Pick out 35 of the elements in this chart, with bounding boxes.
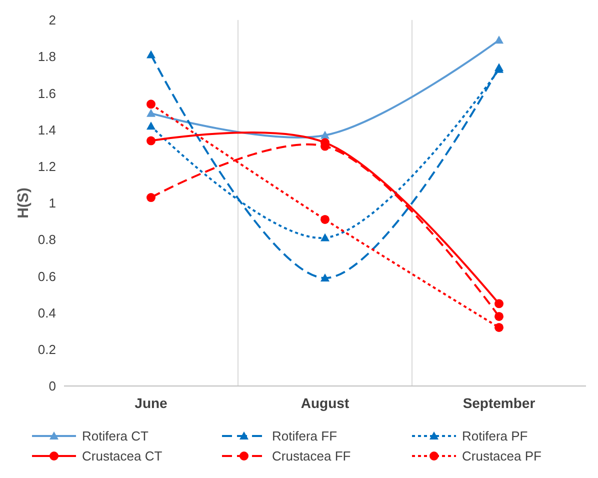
y-tick-label: 0.2 [38,342,56,357]
y-tick-label: 2 [48,12,56,28]
point [320,274,330,282]
point [320,130,330,139]
point [146,193,156,202]
point [494,36,504,44]
point [146,100,156,109]
x-tick-label: August [300,395,350,411]
y-tick-label: 1.8 [38,49,56,64]
legend-label: Crustacea CT [82,448,162,464]
y-tick-label: 1.4 [38,122,56,138]
legend-label: Rotifera PF [462,428,528,444]
legend-label: Crustacea PF [462,448,542,464]
y-tick-label: 1.6 [38,86,56,101]
point [146,50,156,58]
y-axis-title: H(S) [15,188,32,218]
point [146,108,156,117]
x-tick-label: June [134,395,168,411]
legend-label: Rotifera FF [272,428,338,444]
y-tick-label: 1.2 [38,158,56,174]
point [320,214,330,224]
y-tick-label: 0 [48,378,56,394]
y-tick-label: 0.8 [38,232,56,248]
point [146,136,156,146]
x-tick-label: September [462,395,536,411]
y-tick-label: 0.4 [38,305,56,320]
point [494,312,504,321]
point [494,299,504,308]
legend-label: Rotifera CT [82,428,149,444]
y-tick-label: 1 [48,196,56,211]
point [320,233,330,242]
point [494,322,504,332]
point [146,122,156,130]
legend-label: Crustacea FF [272,448,351,464]
y-tick-label: 0.6 [38,268,56,284]
